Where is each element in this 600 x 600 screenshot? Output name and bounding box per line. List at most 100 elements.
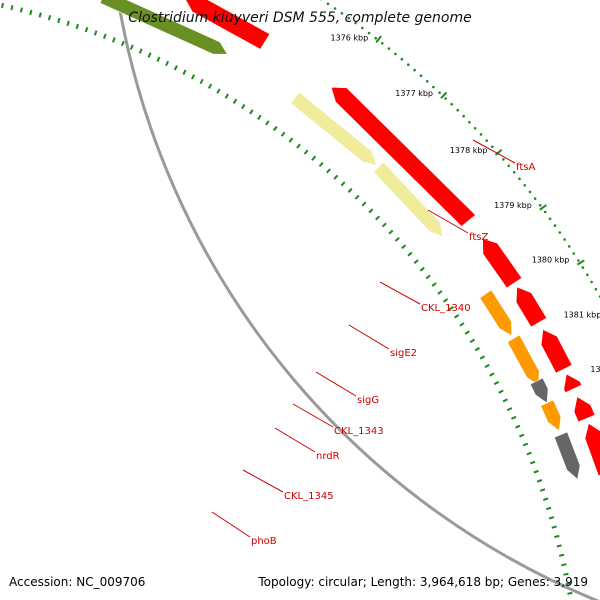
gene-labels: ftsA ftsZ CKL_1340 sigE2 sigG CKL_1343 nrdR CKL…: [251, 162, 535, 547]
ruler-tick: [375, 35, 382, 44]
gc-mark: [469, 338, 476, 344]
ruler-dot: [367, 31, 371, 35]
gc-mark: [546, 506, 552, 511]
ruler-tick: [576, 259, 585, 266]
ruler-dot: [387, 47, 391, 50]
gc-mark: [138, 48, 143, 54]
gc-mark: [265, 120, 270, 126]
ruler-dot: [381, 42, 384, 45]
gc-mark: [1, 2, 4, 9]
gc-mark: [272, 125, 278, 132]
reverse-strand-genes: [99, 0, 581, 480]
gc-mark: [257, 114, 262, 120]
gc-mark: [561, 563, 567, 567]
ruler-dot: [543, 210, 547, 214]
gc-mark: [563, 572, 569, 576]
gc-mark: [19, 7, 23, 13]
label-leader-sigg: [315, 371, 357, 397]
backbone-line: [116, 0, 600, 600]
ruler-dot: [333, 7, 337, 10]
gc-mark: [556, 544, 562, 548]
reverse-gene: [479, 289, 513, 337]
gc-mark: [120, 40, 125, 47]
gc-mark: [354, 194, 360, 200]
ruler-tick-label: 1381 kbp: [564, 310, 600, 319]
ruler-tick-label: 1380 kbp: [532, 256, 570, 265]
gc-mark: [394, 236, 400, 242]
gc-mark: [453, 314, 460, 319]
forward-strand-genes: [185, 0, 600, 477]
forward-gene: [573, 396, 596, 423]
label-leader-ckl-1345: [242, 469, 284, 493]
gc-mark: [333, 174, 339, 180]
label-leader-ftsz: [427, 209, 469, 234]
gc-mark: [401, 244, 407, 250]
label-leader-sige2: [348, 324, 390, 350]
ruler-tick-label: 1376 kbp: [330, 33, 368, 42]
gc-mark: [554, 534, 560, 539]
label-leader-ckl-1343: [292, 403, 334, 428]
gc-mark: [111, 37, 116, 43]
gc-mark: [539, 488, 546, 492]
gc-mark: [522, 442, 529, 447]
gc-mark: [311, 155, 317, 161]
ruler-dot: [491, 145, 494, 149]
ruler-dot: [572, 252, 576, 255]
reverse-gene: [540, 399, 562, 432]
genome-summary: Topology: circular; Length: 3,964,618 bp…: [258, 575, 588, 589]
gc-mark: [442, 298, 449, 303]
gc-mark: [510, 415, 517, 420]
gc-mark: [515, 424, 521, 429]
ruler-dot: [533, 197, 537, 200]
gc-mark: [75, 23, 80, 30]
gc-mark: [493, 381, 500, 386]
ruler-dot: [326, 2, 330, 6]
ruler-dot: [407, 63, 410, 66]
ruler-dot: [444, 97, 447, 100]
gc-mark: [567, 591, 573, 595]
gc-mark: [340, 181, 346, 187]
reverse-gene: [290, 91, 377, 166]
gc-mark: [38, 12, 42, 18]
gc-mark: [216, 88, 221, 94]
ruler-dot: [354, 21, 357, 25]
ruler-dot: [567, 245, 571, 248]
ruler-dot: [432, 85, 435, 89]
reverse-gene: [373, 161, 444, 237]
forward-gene: [540, 329, 573, 374]
label-leaders: [211, 139, 516, 538]
gc-mark: [129, 44, 134, 50]
ruler-dot: [361, 26, 364, 30]
gc-mark: [10, 5, 14, 11]
gene-label-ftsz: ftsZ: [469, 232, 488, 243]
gc-mark: [484, 363, 490, 369]
gc-mark: [529, 460, 536, 465]
gc-mark: [280, 131, 286, 137]
gc-mark: [249, 109, 254, 115]
ruler-dot: [548, 217, 552, 221]
ruler-dot: [468, 120, 471, 124]
gc-mark: [102, 33, 107, 40]
gene-label-nrdr: nrdR: [316, 451, 340, 462]
ruler-ticks: 1376 kbp 1377 kbp 1378 kbp 1379 kbp 1380 kbp…: [330, 33, 600, 374]
gc-mark: [326, 168, 331, 174]
ruler-dot: [456, 108, 460, 112]
gc-mark: [474, 347, 481, 352]
gc-mark: [199, 78, 204, 85]
gene-label-ftsa: ftsA: [516, 162, 535, 173]
ruler-dot: [528, 190, 532, 194]
gc-mark: [224, 93, 229, 99]
ruler-dot: [507, 164, 511, 168]
ruler-dot: [523, 184, 527, 187]
gene-label-ckl-1343: CKL_1343: [334, 426, 384, 437]
forward-gene: [584, 422, 600, 477]
gc-mark: [375, 215, 381, 221]
reverse-gene: [553, 431, 581, 480]
gc-mark: [84, 26, 89, 33]
forward-gene: [482, 238, 523, 289]
ruler-tick: [494, 148, 503, 156]
map-title: Clostridium kluyveri DSM 555, complete g…: [128, 10, 472, 26]
gc-mark: [93, 30, 98, 36]
gc-track: [1, 2, 573, 595]
